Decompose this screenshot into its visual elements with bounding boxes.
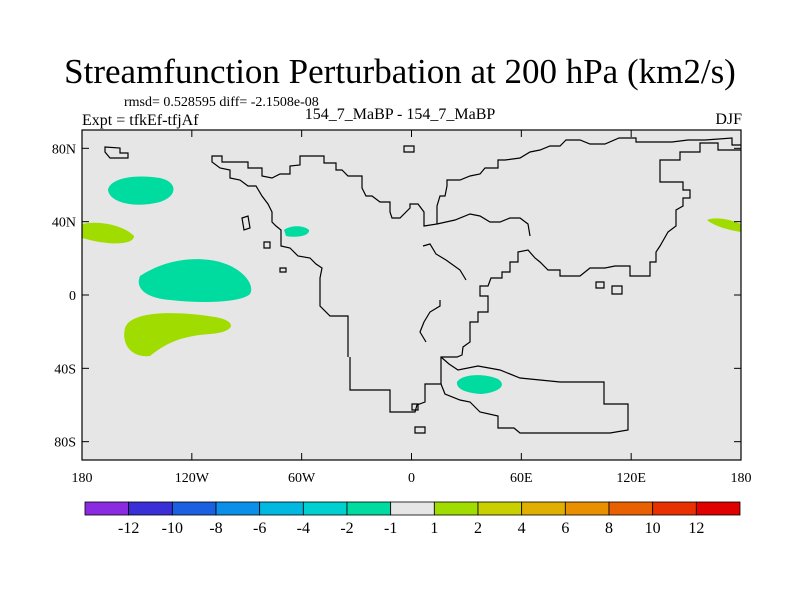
colorbar-label: -6 (253, 520, 266, 537)
lat-tick-label: 40N (52, 216, 76, 231)
lon-tick-label: 60W (288, 471, 316, 486)
coastline-interior-basin (436, 213, 531, 237)
colorbar-swatch (433, 501, 479, 516)
lon-tick-label: 180 (731, 471, 752, 486)
coastline-southern-continent (440, 356, 629, 434)
lon-tick-label: 120E (616, 471, 646, 486)
colorbar-swatch (608, 501, 654, 516)
coastline-north-pacific-island (104, 146, 129, 159)
coastline-south-isle-2 (414, 426, 426, 434)
colorbar-label: -4 (297, 520, 310, 537)
plot-title: Streamfunction Perturbation at 200 hPa (… (64, 52, 736, 91)
coastline-eastern-strip (422, 243, 467, 281)
coastline-pacific-isle (279, 267, 287, 273)
colorbar-swatch (171, 501, 217, 516)
coastline-tropical-isle (263, 241, 271, 249)
lat-tick-label: 40S (54, 362, 76, 377)
colorbar-swatch (521, 501, 566, 516)
lon-tick-label: 120W (175, 471, 210, 486)
colorbar-swatch (390, 501, 435, 516)
experiment-label: Expt = tfkEf-tfjAf (82, 112, 199, 129)
colorbar-label: -10 (162, 520, 183, 537)
case-label: 154_7_MaBP - 154_7_MaBP (304, 106, 496, 123)
lat-tick-label: 80S (54, 436, 76, 451)
lon-tick-label: 60E (510, 471, 533, 486)
colorbar-swatch (564, 501, 610, 516)
colorbar-swatch (259, 501, 304, 516)
colorbar-swatch (695, 501, 741, 516)
stats-line: rmsd= 0.528595 diff= -2.1508e-08 (124, 95, 319, 110)
colorbar-swatch (652, 501, 697, 516)
colorbar-label: 10 (645, 520, 661, 537)
coastlines (104, 137, 741, 434)
coastline-south-isle-1 (411, 403, 419, 411)
colorbar-swatch (128, 501, 173, 516)
colorbar-label: 8 (605, 520, 613, 537)
anomaly-negative-north-pacific (108, 176, 174, 205)
colorbar: -12 -10 -8 -6 -4 -2 -1 1 2 4 6 8 10 12 (84, 501, 741, 537)
coastline-arctic-isle (403, 145, 415, 153)
colorbar-label: 12 (688, 520, 704, 537)
colorbar-label: -12 (118, 520, 139, 537)
colorbar-swatch (84, 501, 130, 516)
lon-tick-label: 0 (408, 471, 415, 486)
colorbar-label: -2 (340, 520, 353, 537)
anomaly-fills (82, 176, 741, 394)
lon-tick-label: 180 (72, 471, 93, 486)
colorbar-label: -8 (209, 520, 222, 537)
anomaly-positive-west-pacific (707, 218, 741, 232)
colorbar-swatch (477, 501, 523, 516)
colorbar-swatch (346, 501, 392, 516)
latitude-axis: 80N 40N 0 40S 80S (52, 142, 741, 451)
colorbar-label: 1 (430, 520, 438, 537)
colorbar-label: 2 (474, 520, 482, 537)
colorbar-label: 6 (561, 520, 569, 537)
lat-tick-label: 0 (69, 289, 76, 304)
lat-tick-label: 80N (52, 142, 76, 157)
colorbar-swatch (215, 501, 261, 516)
longitude-axis: 180 120W 60W 0 60E 120E 180 (72, 130, 752, 486)
anomaly-positive-east-pacific (82, 222, 134, 244)
coastline-southeast-isle (595, 281, 605, 289)
coastline-western-island (241, 215, 251, 231)
season-label: DJF (715, 111, 742, 128)
coastline-africa-south (419, 300, 441, 343)
anomaly-negative-central-america (284, 226, 310, 237)
coastline-east-isle (611, 285, 623, 295)
anomaly-positive-south-pacific (124, 313, 231, 357)
colorbar-swatch (302, 501, 348, 516)
coastline-northern-landmass (211, 137, 741, 413)
colorbar-label: 4 (518, 520, 526, 537)
colorbar-label: -1 (384, 520, 397, 537)
anomaly-negative-indian-ocean (456, 375, 502, 394)
anomaly-negative-tropical-pacific (138, 259, 252, 302)
